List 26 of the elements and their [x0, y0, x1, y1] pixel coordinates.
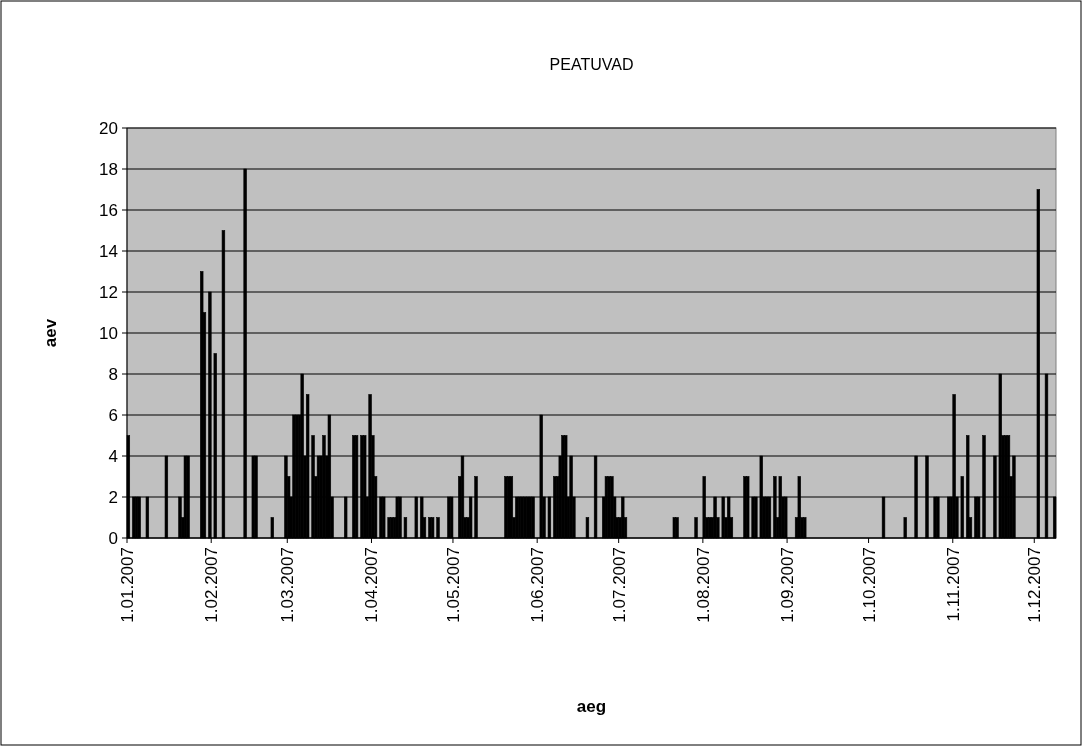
y-tick-label: 12: [99, 282, 118, 302]
x-tick-label: 1.11.2007: [943, 547, 963, 622]
chart-title: PEATUVAD: [549, 56, 634, 73]
x-tick-label: 1.05.2007: [443, 547, 463, 623]
x-tick-label: 1.03.2007: [278, 547, 298, 623]
x-tick-label: 1.07.2007: [609, 547, 629, 623]
y-tick-label: 4: [108, 446, 118, 466]
x-tick-label: 1.04.2007: [362, 547, 382, 623]
x-tick-label: 1.02.2007: [202, 547, 222, 623]
y-tick-label: 14: [99, 241, 118, 261]
y-tick-label: 20: [99, 118, 118, 138]
y-tick-label: 8: [108, 364, 118, 384]
x-tick-label: 1.01.2007: [117, 547, 137, 623]
y-tick-label: 10: [99, 323, 118, 343]
x-tick-label: 1.10.2007: [859, 547, 879, 623]
y-tick-label: 18: [99, 159, 118, 179]
x-tick-label: 1.08.2007: [693, 547, 713, 623]
x-tick-label: 1.12.2007: [1025, 547, 1045, 623]
y-tick-label: 16: [99, 200, 118, 220]
y-tick-label: 0: [108, 528, 118, 548]
x-tick-label: 1.09.2007: [778, 547, 798, 623]
x-axis-title: aeg: [576, 697, 607, 716]
y-tick-label: 2: [108, 487, 118, 507]
y-tick-label: 6: [108, 405, 118, 425]
x-tick-label: 1.06.2007: [528, 547, 548, 623]
y-axis-title: aev: [41, 318, 60, 348]
